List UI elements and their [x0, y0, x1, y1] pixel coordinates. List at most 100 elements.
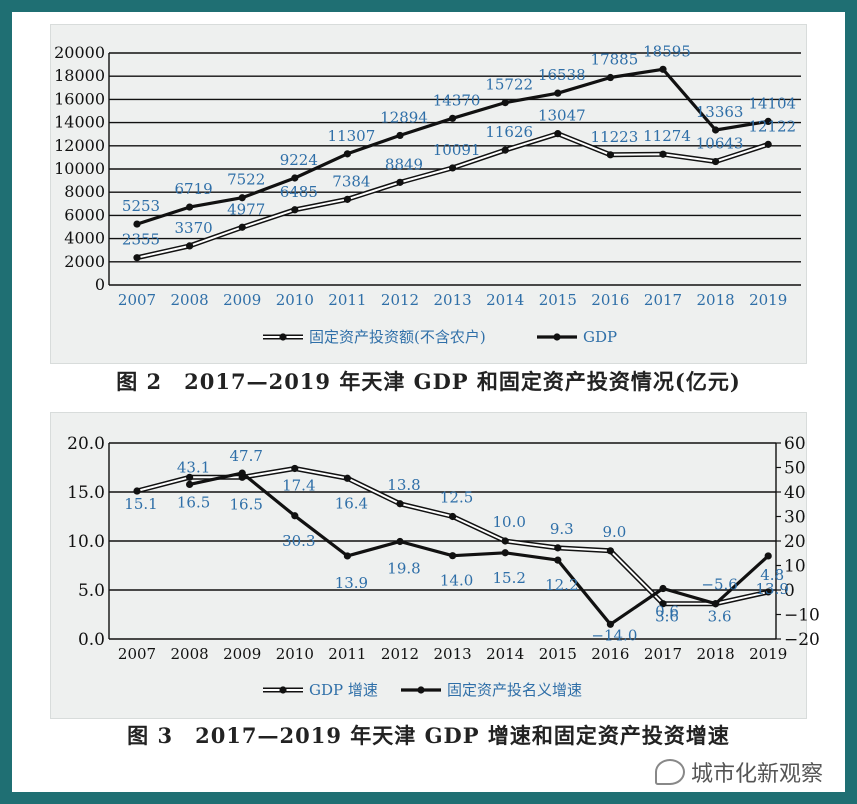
y-left-tick-label: 0.0: [78, 630, 105, 650]
gdp-growth-data-label: 9.3: [550, 520, 574, 538]
investment-growth-series-point: [343, 552, 351, 560]
investment-series-point: [606, 151, 615, 159]
x-tick-label: 2019: [749, 645, 787, 663]
investment-series-point: [238, 223, 246, 231]
gdp-series-point: [343, 150, 351, 158]
x-tick-label: 2009: [223, 645, 261, 663]
investment-series-point: [133, 254, 141, 262]
gdp-data-label: 15722: [485, 76, 533, 94]
figure3-caption: 图 3 2017—2019 年天津 GDP 增速和固定资产投资增速: [127, 723, 730, 748]
x-tick-label: 2019: [749, 291, 787, 309]
legend-gdp-marker: [553, 333, 561, 341]
figure2-caption: 图 2 2017—2019 年天津 GDP 和固定资产投资情况(亿元): [116, 369, 741, 394]
investment-series-point: [449, 164, 457, 172]
investment-series-point: [343, 195, 351, 203]
wechat-icon: [654, 759, 685, 785]
x-tick-label: 2017: [644, 645, 682, 663]
gdp-growth-data-label: 16.5: [177, 493, 210, 511]
y-right-tick-label: 30: [784, 508, 806, 528]
x-tick-label: 2012: [381, 645, 419, 663]
gdp-growth-series-point: [133, 487, 141, 495]
investment-data-label: 11274: [643, 127, 691, 145]
x-tick-label: 2015: [539, 645, 577, 663]
gdp-data-label: 11307: [328, 127, 376, 145]
gdp-series-point: [554, 89, 562, 97]
investment-growth-series-point: [606, 620, 615, 628]
investment-data-label: 7384: [332, 172, 370, 190]
legend-investment-label: 固定资产投资额(不含农户): [309, 328, 486, 346]
gdp-data-label: 6719: [175, 180, 213, 198]
legend-gdp-growth-marker: [279, 686, 287, 694]
investment-growth-data-label: 12.2: [545, 576, 578, 594]
gdp-growth-series-point: [764, 588, 772, 596]
y-left-tick-label: 15.0: [67, 483, 105, 503]
gdp-data-label: 18595: [643, 42, 691, 60]
gdp-data-label: 7522: [227, 171, 265, 189]
gdp-growth-series-point: [186, 473, 194, 481]
investment-growth-data-label: −14.0: [591, 626, 637, 644]
gdp-growth-data-label: 10.0: [492, 513, 525, 531]
investment-data-label: 13047: [538, 107, 586, 125]
gdp-data-label: 9224: [280, 151, 318, 169]
x-tick-label: 2011: [328, 291, 366, 309]
gdp-growth-series-point: [343, 474, 351, 482]
investment-growth-data-label: 15.2: [492, 569, 525, 587]
investment-series-point: [764, 140, 772, 148]
investment-data-label: 11626: [485, 123, 533, 141]
y-left-tick-label: 5.0: [78, 581, 105, 601]
chart-gdp-investment: 0 2000 4000 6000 8000 10000 12000 14000 16000 180…: [50, 24, 807, 364]
gdp-data-label: 14104: [748, 94, 796, 112]
investment-series-point: [501, 146, 509, 154]
investment-series-point: [554, 130, 562, 138]
y-tick-label: 8000: [64, 182, 105, 201]
gdp-growth-data-label: 4.8: [760, 566, 784, 584]
gdp-growth-series-point: [606, 547, 615, 555]
y-right-tick-label: 60: [784, 434, 806, 454]
investment-growth-series-point: [396, 537, 404, 546]
investment-growth-series: [189, 471, 770, 626]
gdp-series-point: [606, 73, 615, 82]
gdp-series-point: [186, 203, 194, 211]
gdp-data-label: 14370: [433, 91, 481, 109]
investment-data-label: 8849: [385, 155, 423, 173]
gdp-data-label: 5253: [122, 197, 160, 215]
investment-growth-series-point: [659, 584, 667, 593]
gdp-growth-series-point: [659, 600, 667, 608]
y-tick-label: 18000: [54, 66, 105, 85]
y-left-tick-label: 10.0: [67, 532, 105, 552]
investment-data-label: 10643: [696, 135, 744, 153]
y-tick-label: 2000: [64, 252, 105, 271]
investment-data-label: 2355: [122, 231, 160, 249]
gdp-data-label: 12894: [380, 108, 428, 126]
y-right-tick-label: −10: [784, 606, 820, 626]
legend-gdp-growth-label: GDP 增速: [309, 681, 378, 699]
y-tick-label: 16000: [54, 89, 105, 108]
investment-growth-series-point: [238, 469, 246, 477]
y-left-tick-label: 20.0: [67, 434, 105, 454]
gdp-series-point: [659, 65, 667, 73]
investment-growth-data-label: 13.9: [755, 580, 788, 598]
gdp-growth-data-label: 9.0: [602, 523, 626, 541]
gdp-data-label: 16538: [538, 66, 586, 84]
x-tick-label: 2008: [171, 645, 209, 663]
gdp-series-point: [133, 220, 141, 228]
legend-investment-growth-marker: [417, 686, 425, 694]
y-right-tick-label: −20: [784, 630, 820, 650]
investment-series-point: [712, 157, 720, 166]
investment-data-label: 12122: [748, 117, 796, 135]
investment-series-point: [396, 178, 404, 186]
y-tick-label: 4000: [64, 229, 105, 248]
watermark: 城市化新观察: [654, 756, 823, 788]
investment-growth-series-point: [554, 556, 562, 564]
gdp-growth-data-label: 13.8: [387, 476, 420, 494]
x-tick-label: 2010: [276, 645, 314, 663]
investment-series-point: [186, 242, 194, 250]
gdp-growth-series-point: [501, 537, 509, 545]
gdp-growth-series-point: [291, 464, 299, 473]
investment-growth-series-point: [712, 600, 720, 608]
gdp-data-label: 17885: [591, 51, 639, 69]
investment-data-label: 4977: [227, 200, 265, 218]
gdp-series-point: [291, 174, 299, 182]
gdp-growth-data-label: 3.6: [708, 608, 732, 626]
y-tick-label: 20000: [54, 43, 105, 62]
